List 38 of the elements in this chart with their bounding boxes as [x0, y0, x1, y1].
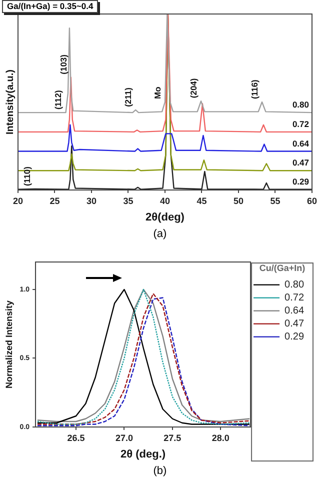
- series-label: 0.29: [292, 176, 310, 186]
- annotation: (204): [188, 78, 198, 98]
- text: (a): [152, 228, 168, 240]
- x-tick-label: 45: [196, 196, 207, 206]
- annotation: (103): [58, 54, 68, 74]
- x-tick-label: 55: [270, 196, 280, 206]
- x-axis-title: 2θ (deg.): [120, 448, 166, 460]
- annotation: (110): [22, 166, 32, 186]
- series-label: 0.64: [292, 138, 310, 148]
- series-label: 0.80: [292, 100, 310, 110]
- x-tick-label: 27.0: [115, 432, 133, 443]
- x-tick-label: 50: [233, 196, 244, 206]
- x-tick-label: 30: [86, 196, 97, 206]
- legend-label: 0.80: [284, 280, 304, 291]
- x-tick-label: 28.0: [212, 432, 230, 443]
- x-tick-label: 27.5: [164, 432, 182, 443]
- x-tick-label: 25: [50, 196, 60, 206]
- annotation: Mo: [152, 86, 162, 99]
- x-tick-label: 40: [160, 196, 170, 206]
- series-label: 0.47: [292, 158, 310, 168]
- chart-title: Ga/(In+Ga) = 0.35~0.4: [2, 0, 98, 13]
- x-tick-label: 20: [12, 196, 24, 206]
- text: (b): [152, 465, 168, 477]
- x-axis-title: 2θ(deg): [146, 211, 185, 224]
- annotation: (116): [249, 79, 260, 99]
- annotation: (112): [53, 90, 64, 110]
- x-tick-label: 26.5: [67, 432, 85, 443]
- x-tick-label: 35: [123, 196, 134, 206]
- x-tick-label: 60: [306, 196, 317, 206]
- legend-label: 0.29: [284, 332, 304, 343]
- legend-title: Cu/(Ga+In): [259, 262, 306, 273]
- legend-label: 0.72: [284, 292, 304, 304]
- legend-label: 0.64: [284, 306, 304, 317]
- series-label: 0.72: [292, 119, 310, 130]
- y-axis-title: Normalized Intensity: [4, 300, 14, 389]
- legend-label: 0.47: [284, 318, 304, 330]
- y-axis-title: Intensity(a.u.): [4, 69, 16, 135]
- annotation: (211): [122, 87, 133, 107]
